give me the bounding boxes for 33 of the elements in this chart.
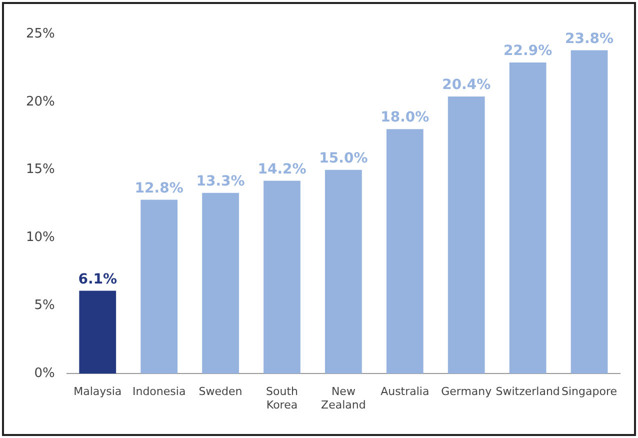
bar (140, 200, 178, 374)
bar (325, 170, 362, 374)
data-label: 20.4% (442, 77, 491, 94)
x-tick-label: Germany (441, 385, 492, 398)
y-tick-label: 20% (26, 94, 55, 110)
data-label: 18.0% (380, 110, 430, 126)
bar (79, 290, 116, 374)
data-label: 23.8% (564, 30, 614, 47)
data-label: 22.9% (504, 43, 552, 60)
data-label: 6.1% (78, 271, 118, 288)
y-tick-label: 10% (26, 230, 55, 246)
bar (448, 96, 485, 374)
x-tick-label: Sweden (198, 385, 242, 398)
data-label: 14.2% (258, 161, 306, 178)
x-tick-label: Indonesia (132, 385, 186, 398)
y-tick-label: 25% (26, 26, 55, 42)
x-tick-label: Switzerland (496, 385, 560, 398)
bar (264, 180, 300, 374)
x-tick-label: Australia (380, 385, 430, 398)
bar (386, 129, 424, 374)
bar (570, 50, 608, 374)
data-label: 12.8% (134, 180, 184, 196)
data-label: 13.3% (196, 174, 245, 190)
y-tick-label: 5% (34, 298, 55, 314)
y-tick-label: 0% (34, 366, 55, 381)
x-tick-label: Malaysia (74, 385, 122, 398)
data-label: 15.0% (319, 150, 368, 166)
bar (509, 62, 546, 374)
x-tick-label: South Korea (266, 385, 298, 412)
bar (202, 192, 239, 374)
y-tick-label: 15% (26, 162, 55, 178)
x-tick-label: Singapore (562, 385, 618, 398)
x-tick-label: New Zealand (321, 385, 366, 412)
